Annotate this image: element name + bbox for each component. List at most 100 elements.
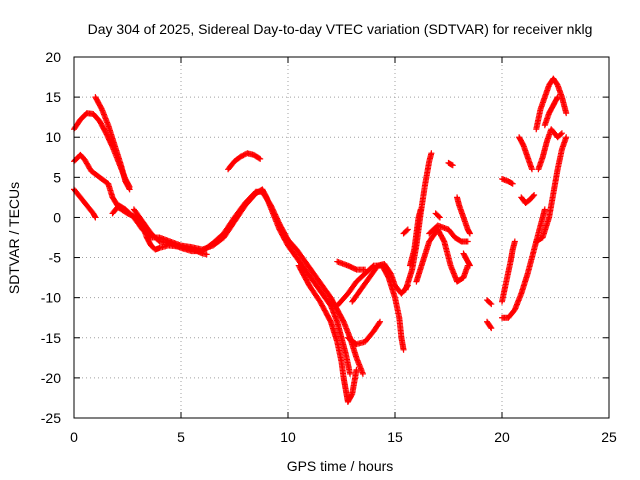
data-point-marker [400, 346, 407, 353]
y-tick-label: 0 [53, 209, 61, 225]
data-point-marker [403, 227, 410, 234]
data-point-marker [171, 241, 178, 248]
data-point-marker [541, 206, 548, 213]
data-point-marker [511, 238, 518, 245]
grid-lines [74, 57, 609, 418]
data-point-marker [172, 242, 179, 249]
data-point-marker [558, 130, 565, 137]
data-point-marker [376, 319, 383, 326]
data-point-marker [508, 180, 515, 187]
x-tick-label: 20 [494, 429, 510, 445]
data-point-marker [464, 238, 471, 245]
series-pass-11 [334, 258, 369, 273]
data-point-marker [271, 210, 278, 217]
series-pass-17 [426, 222, 471, 245]
series-pass-21 [460, 250, 473, 269]
data-point-marker [168, 240, 175, 247]
y-tick-label: -25 [41, 410, 61, 426]
series-pass-7 [225, 150, 264, 173]
series-pass-8 [295, 262, 360, 405]
series-pass-26 [499, 175, 516, 187]
data-point-marker [531, 191, 538, 198]
series-pass-29 [535, 126, 565, 173]
data-point-marker [554, 95, 561, 102]
data-point-marker [377, 318, 384, 325]
x-tick-label: 0 [70, 429, 78, 445]
data-point-marker [448, 161, 455, 168]
y-tick-label: -10 [41, 290, 61, 306]
data-point-marker [347, 370, 354, 377]
y-tick-label: -5 [49, 250, 62, 266]
data-point-marker [466, 230, 473, 237]
x-tick-label: 25 [601, 429, 617, 445]
data-point-marker [509, 180, 516, 187]
data-point-marker [487, 324, 494, 331]
data-point-marker [169, 241, 176, 248]
data-point-marker [175, 243, 182, 250]
data-point-marker [273, 215, 280, 222]
data-point-marker [487, 300, 494, 307]
y-tick-label: 15 [45, 89, 61, 105]
x-tick-label: 5 [177, 429, 185, 445]
series-pass-18 [432, 210, 443, 221]
series-pass-19 [445, 159, 456, 169]
data-point-marker [126, 185, 133, 192]
data-point-marker [528, 166, 535, 173]
y-tick-label: 5 [53, 169, 61, 185]
data-point-marker [272, 211, 279, 218]
data-point-marker [256, 155, 263, 162]
axis-ticks: 0 5 10 15 20 25 -25 -20 -15 -10 -5 0 5 10 15 20 [41, 49, 617, 445]
data-point-marker [563, 110, 570, 117]
data-point-marker [92, 214, 99, 221]
data-point-marker [436, 214, 443, 221]
data-point-marker [173, 243, 180, 250]
series-pass-4 [71, 186, 99, 221]
series-pass-9 [334, 262, 407, 353]
data-point-marker [272, 212, 279, 219]
chart-title: Day 304 of 2025, Sidereal Day-to-day VTE… [88, 21, 593, 37]
data-point-marker [362, 266, 369, 273]
plot-frame [73, 56, 610, 419]
data-point-marker [404, 226, 411, 233]
data-point-marker [488, 301, 495, 308]
data-series [71, 75, 570, 405]
series-pass-23 [484, 318, 495, 332]
y-tick-label: -20 [41, 370, 61, 386]
series-pass-6 [130, 188, 366, 377]
data-point-marker [449, 162, 456, 169]
data-point-marker [269, 206, 276, 213]
series-pass-24 [499, 238, 518, 305]
series-pass-15 [406, 206, 424, 269]
series-pass-5 [109, 186, 354, 377]
series-pass-30 [533, 75, 570, 133]
data-point-marker [267, 202, 274, 209]
series-pass-3 [71, 151, 210, 258]
data-point-marker [275, 218, 282, 225]
data-point-marker [268, 203, 275, 210]
data-point-marker [530, 192, 537, 199]
data-point-marker [557, 131, 564, 138]
data-point-marker [274, 216, 281, 223]
data-point-marker [126, 186, 133, 193]
series-pass-32 [541, 94, 561, 129]
data-point-marker [167, 240, 174, 247]
data-point-marker [417, 206, 424, 213]
data-point-marker [257, 155, 264, 162]
data-point-marker [488, 325, 495, 332]
data-point-marker [269, 205, 276, 212]
series-pass-2 [92, 94, 133, 193]
data-point-marker [554, 94, 561, 101]
data-point-marker [273, 214, 280, 221]
series-pass-10 [349, 260, 411, 305]
data-point-marker [428, 150, 435, 157]
data-point-marker [435, 213, 442, 220]
y-tick-label: -15 [41, 330, 61, 346]
data-point-marker [440, 237, 447, 244]
series-pass-27 [518, 191, 538, 207]
series-pass-22 [484, 297, 495, 308]
series-pass-14 [400, 226, 411, 237]
y-axis-label: SDTVAR / TECUs [6, 182, 22, 294]
data-point-marker [466, 262, 473, 269]
series-pass-20 [454, 194, 473, 237]
